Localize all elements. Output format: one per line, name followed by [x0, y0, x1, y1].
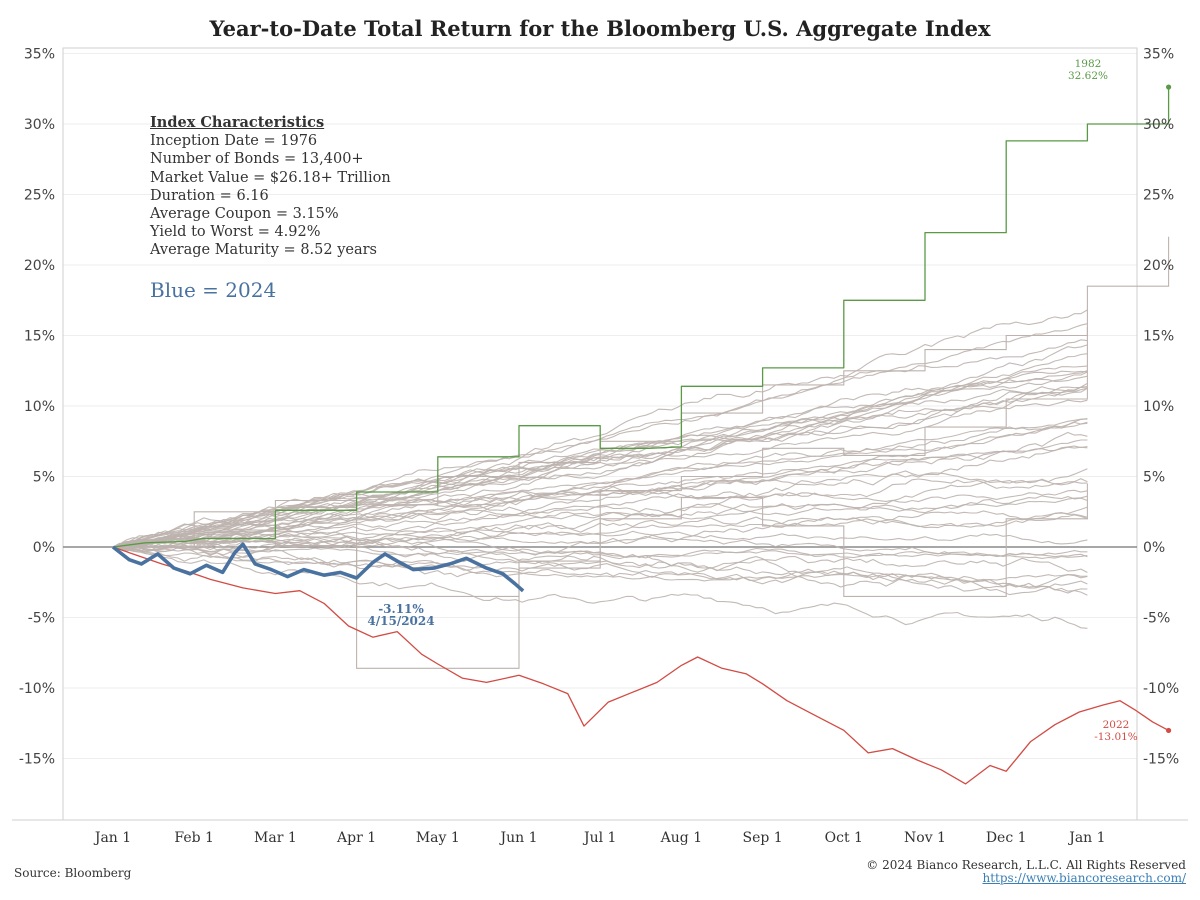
other-year-step-line — [113, 236, 1170, 669]
info-heading: Index Characteristics — [150, 114, 325, 131]
x-tick-label: Feb 1 — [174, 830, 214, 846]
copyright-text: © 2024 Bianco Research, L.L.C. All Right… — [866, 858, 1186, 872]
info-line: Inception Date = 1976 — [150, 133, 318, 150]
other-year-step-line — [113, 483, 1088, 597]
series-endpoint-1982 — [1166, 84, 1172, 90]
annotation-2024: -3.11% 4/15/2024 — [362, 603, 440, 627]
x-tick-label: Apr 1 — [336, 830, 376, 846]
y-tick-label-right: 15% — [1143, 329, 1174, 345]
other-year-line — [112, 543, 1088, 594]
series-endpoint-2022 — [1166, 727, 1172, 734]
index-characteristics-box: Index Characteristics Inception Date = 1… — [150, 114, 391, 260]
y-tick-label-left: -10% — [19, 681, 55, 697]
chart-title: Year-to-Date Total Return for the Bloomb… — [209, 16, 991, 41]
y-tick-label-left: 10% — [24, 399, 55, 415]
annotation-value: -3.11% — [378, 602, 424, 616]
annotation-value: 32.62% — [1067, 70, 1109, 82]
y-tick-label-left: -15% — [19, 752, 55, 768]
tick-labels: 35% 35% 30% 30% 25% 25% 20% 20% 15% 15% 10% 10% 5% 5%… — [19, 47, 1179, 847]
info-line: Market Value = $26.18+ Trillion — [150, 169, 391, 186]
y-tick-label-left: 35% — [24, 47, 55, 63]
annotation-value: -13.01% — [1094, 731, 1138, 743]
annotation-1982: 1982 32.62% — [1058, 58, 1118, 82]
website-link[interactable]: https://www.biancoresearch.com/ — [982, 871, 1186, 885]
annotation-2022: 2022 -13.01% — [1088, 719, 1144, 743]
y-tick-label-right: 0% — [1143, 540, 1165, 556]
x-tick-label: Mar 1 — [254, 830, 297, 846]
copyright-block: © 2024 Bianco Research, L.L.C. All Right… — [866, 859, 1186, 885]
y-tick-label-right: 20% — [1143, 258, 1174, 274]
series-line-2024 — [111, 542, 525, 593]
info-line: Number of Bonds = 13,400+ — [150, 151, 364, 168]
x-tick-label: Dec 1 — [986, 830, 1027, 846]
legend-note: Blue = 2024 — [150, 278, 277, 302]
info-line: Average Coupon = 3.15% — [150, 206, 339, 223]
x-tick-label: May 1 — [416, 830, 460, 846]
x-tick-label: Jan 1 — [1067, 830, 1105, 846]
y-tick-label-left: -5% — [28, 611, 55, 627]
x-tick-label: Aug 1 — [660, 830, 702, 846]
x-tick-label: Oct 1 — [825, 830, 863, 846]
y-tick-label-right: 30% — [1143, 117, 1174, 133]
series-line-1982 — [112, 87, 1170, 548]
y-tick-label-right: -5% — [1143, 611, 1170, 627]
info-line: Yield to Worst = 4.92% — [150, 224, 321, 241]
info-line: Average Maturity = 8.52 years — [150, 242, 378, 259]
x-tick-label: Jul 1 — [582, 830, 616, 846]
source-note: Source: Bloomberg — [14, 866, 132, 880]
annotation-year: 2022 — [1102, 719, 1130, 731]
annotation-year: 1982 — [1074, 58, 1102, 70]
other-year-line — [112, 546, 1088, 583]
y-tick-label-left: 25% — [24, 188, 55, 204]
y-tick-label-left: 20% — [24, 258, 55, 274]
highlighted-series — [111, 84, 1172, 785]
x-tick-label: Jan 1 — [93, 830, 131, 846]
annotation-date: 4/15/2024 — [367, 614, 435, 628]
info-line: Duration = 6.16 — [150, 187, 269, 204]
y-tick-label-left: 15% — [24, 329, 55, 345]
y-tick-label-right: 10% — [1143, 399, 1174, 415]
x-tick-label: Jun 1 — [498, 830, 537, 846]
x-tick-label: Nov 1 — [904, 830, 946, 846]
series-line-2022 — [112, 546, 1169, 785]
y-tick-label-right: -15% — [1143, 752, 1179, 768]
y-tick-label-right: 5% — [1143, 470, 1165, 486]
x-tick-label: Sep 1 — [742, 830, 782, 846]
y-tick-label-right: 35% — [1143, 47, 1174, 63]
y-tick-label-left: 30% — [24, 117, 55, 133]
y-tick-label-left: 0% — [33, 540, 55, 556]
y-tick-label-right: 25% — [1143, 188, 1174, 204]
y-tick-label-left: 5% — [33, 470, 55, 486]
y-tick-label-right: -10% — [1143, 681, 1179, 697]
other-year-line — [112, 546, 1088, 629]
